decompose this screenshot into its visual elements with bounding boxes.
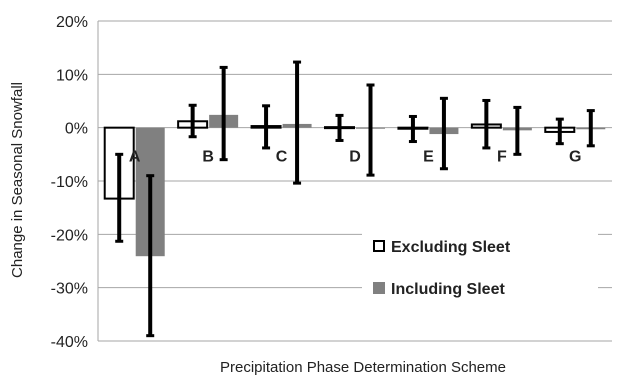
y-tick-label: 0% xyxy=(65,121,88,138)
y-tick-label: -10% xyxy=(51,174,88,191)
legend: Excluding Sleet Including Sleet xyxy=(362,232,598,304)
y-tick-label: -40% xyxy=(51,334,88,351)
y-tick-label: -30% xyxy=(51,281,88,298)
category-labels: A B C D E F G xyxy=(129,149,582,166)
y-axis-title: Change in Seasonal Snowfall xyxy=(9,82,26,278)
x-axis-title: Precipitation Phase Determination Scheme xyxy=(220,359,506,376)
category-label: B xyxy=(202,149,214,166)
category-label: D xyxy=(349,149,361,166)
y-tick-label: -20% xyxy=(51,227,88,244)
category-label: A xyxy=(129,149,141,166)
legend-background xyxy=(362,232,598,304)
legend-swatch-including-sleet xyxy=(373,282,385,294)
y-tick-label: 10% xyxy=(56,67,88,84)
bars xyxy=(103,60,606,338)
legend-label-including-sleet: Including Sleet xyxy=(391,281,505,298)
y-tick-labels: 20% 10% 0% -10% -20% -30% -40% xyxy=(51,14,88,351)
category-label: E xyxy=(423,149,434,166)
category-label: C xyxy=(276,149,288,166)
category-label: G xyxy=(569,149,581,166)
y-tick-label: 20% xyxy=(56,14,88,31)
category-label: F xyxy=(497,149,507,166)
legend-label-excluding-sleet: Excluding Sleet xyxy=(391,239,511,256)
legend-swatch-excluding-sleet xyxy=(373,240,385,252)
